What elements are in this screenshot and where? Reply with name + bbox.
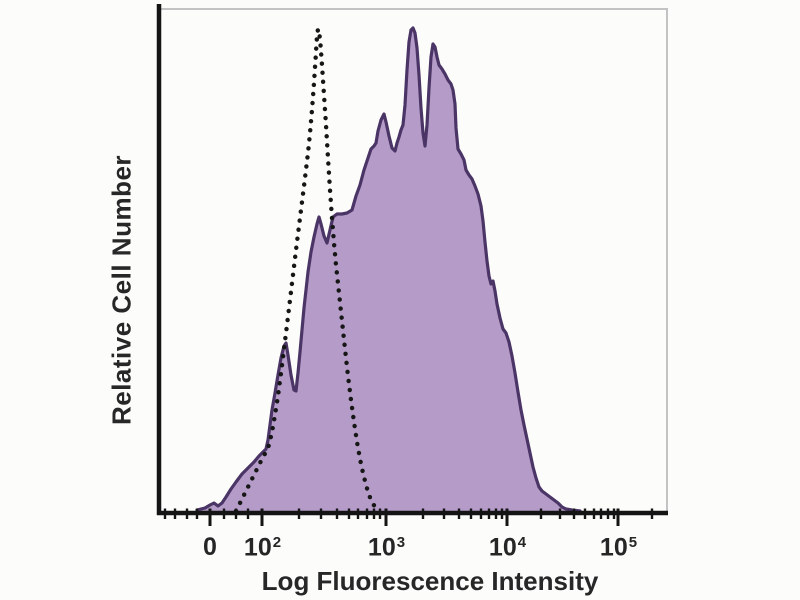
x-tick-exponent: 3	[396, 534, 406, 551]
x-axis-label: Log Fluorescence Intensity	[261, 566, 599, 596]
dotted-histogram-outline	[233, 26, 381, 514]
x-tick-exponent: 2	[272, 534, 282, 551]
x-tick-exponent: 5	[628, 534, 638, 551]
x-tick-label-10e3: 103	[367, 533, 406, 562]
x-tick-base: 10	[243, 533, 272, 562]
x-tick-label-0: 0	[203, 533, 217, 562]
x-tick-label-10e4: 104	[488, 533, 527, 562]
x-tick-label-10e2: 102	[243, 533, 282, 562]
x-tick-label-10e5: 105	[599, 533, 638, 562]
x-tick-base: 10	[367, 533, 396, 562]
x-tick-exponent: 4	[517, 534, 527, 551]
x-tick-base: 0	[203, 533, 217, 561]
filled-histogram-area	[197, 28, 580, 513]
x-tick-base: 10	[599, 533, 628, 562]
x-tick-base: 10	[488, 533, 517, 562]
